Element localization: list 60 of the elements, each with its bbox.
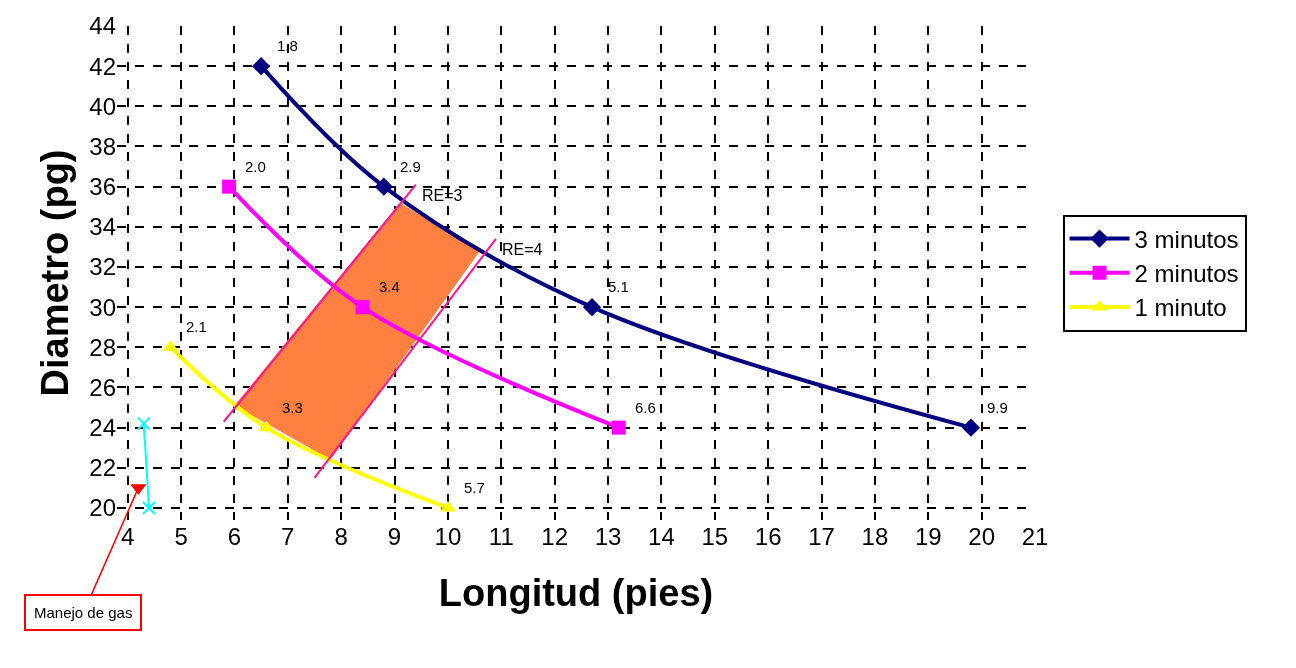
annotation: 3.3	[282, 399, 303, 416]
annotation: Manejo de gas	[34, 604, 133, 621]
annotation: 5.7	[464, 479, 485, 496]
x-tick-label: 5	[174, 523, 188, 550]
annotation: 2.1	[186, 318, 207, 335]
x-tick-label: 9	[387, 523, 402, 550]
y-tick-label: 20	[89, 494, 116, 522]
y-tick-label: 38	[89, 132, 116, 160]
point	[611, 420, 626, 435]
x-tick-label: 19	[914, 523, 942, 550]
annotation: 1.8	[277, 37, 298, 54]
y-tick-label: 34	[89, 213, 116, 241]
y-tick-label: 28	[89, 333, 116, 361]
x-tick-label: 8	[334, 523, 348, 550]
x-tick-label: 12	[541, 523, 568, 550]
x-tick-label: 15	[701, 523, 729, 550]
x-tick-label: 21	[1021, 523, 1049, 550]
annotation: 3.4	[379, 278, 400, 295]
x-axis-title: Longitud (pies)	[438, 572, 714, 615]
x-tick-label: 18	[861, 523, 889, 550]
point	[252, 57, 271, 76]
y-axis-title: Diametro (pg)	[34, 149, 77, 397]
point	[961, 418, 981, 437]
annotation: 2.0	[245, 158, 266, 175]
point	[136, 416, 151, 431]
y-tick-label: 30	[89, 293, 116, 321]
point	[439, 500, 456, 512]
series-label: RE=4	[502, 241, 543, 258]
point	[355, 300, 370, 315]
x-tick-label: 7	[281, 523, 295, 550]
y-tick-label: 44	[89, 12, 116, 40]
x-tick-label: 17	[808, 523, 835, 550]
y-tick-label: 36	[89, 173, 116, 201]
legend-label: 1 minuto	[1134, 294, 1227, 322]
y-tick-label: 26	[89, 373, 116, 401]
x-tick-label: 13	[594, 523, 622, 550]
y-tick-label: 40	[89, 92, 116, 120]
point	[222, 179, 237, 194]
y-tick-label: 32	[89, 253, 116, 281]
annotation: 5.1	[608, 278, 629, 295]
x-tick-label: 16	[754, 523, 782, 550]
annotation: 2.9	[400, 158, 421, 175]
annotation: 6.6	[635, 399, 656, 416]
x-tick-label: 14	[648, 523, 675, 550]
annotation: 9.9	[987, 399, 1008, 416]
series-label: RE=3	[422, 187, 463, 204]
point	[374, 177, 393, 196]
point	[258, 420, 275, 432]
legend-label: 2 minutos	[1134, 260, 1239, 288]
point	[142, 500, 157, 515]
point	[582, 298, 602, 317]
x-tick-label: 11	[488, 523, 514, 550]
x-tick-label: 4	[120, 523, 135, 550]
y-tick-label: 24	[89, 414, 116, 442]
x-tick-label: 20	[968, 523, 995, 550]
y-tick-label: 42	[89, 52, 116, 80]
legend-label: 3 minutos	[1134, 225, 1239, 253]
x-tick-label: 6	[227, 523, 242, 550]
y-tick-label: 22	[89, 454, 116, 482]
x-tick-label: 10	[434, 523, 462, 550]
